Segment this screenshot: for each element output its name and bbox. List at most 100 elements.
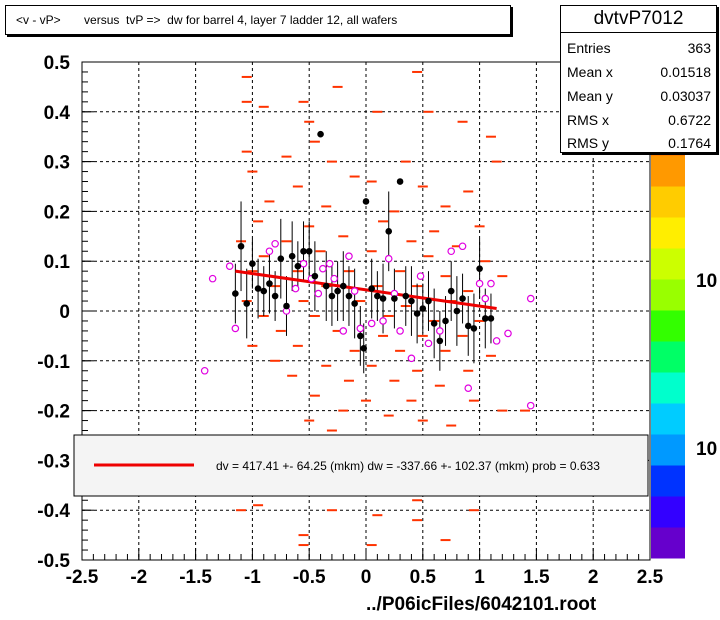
axes: -2.5 -2 -1.5 -1 -0.5 0 0.5 1 1.5 2 2.5 -0.5 -0.4 -0.3… <box>37 53 663 588</box>
x-tick-label: -1 <box>244 567 261 588</box>
profile-marker <box>442 317 449 325</box>
profile-marker <box>402 292 410 300</box>
profile-marker <box>328 292 336 300</box>
profile-marker <box>351 300 358 307</box>
open-marker <box>299 259 308 268</box>
open-marker <box>384 254 393 263</box>
title-box: <v - vP> versus tvP => dw for barrel 4, … <box>5 5 511 35</box>
profile-marker <box>237 242 245 250</box>
profile-marker <box>436 337 444 345</box>
open-marker <box>225 262 234 270</box>
profile-marker <box>374 292 381 300</box>
profile-marker <box>305 247 313 255</box>
open-marker <box>447 247 456 256</box>
stats-label: Mean x <box>567 64 613 80</box>
profile-marker <box>300 247 307 255</box>
stats-label: RMS x <box>567 112 609 128</box>
palette-band <box>651 496 685 528</box>
palette-band <box>651 217 685 249</box>
palette-labels: 10 10 <box>696 271 717 460</box>
palette-band <box>651 434 685 466</box>
stats-row: Entries 363 <box>567 37 711 59</box>
open-marker <box>487 279 495 288</box>
open-marker <box>314 289 323 298</box>
stats-label: RMS y <box>567 135 609 151</box>
profile-marker <box>481 315 489 322</box>
x-tick-label: -2.5 <box>66 567 99 588</box>
palette-band <box>651 527 685 559</box>
open-marker <box>526 294 535 303</box>
profile-marker <box>413 310 421 317</box>
open-marker <box>504 329 512 338</box>
open-marker <box>265 247 274 256</box>
x-tick-label: 0 <box>361 567 372 588</box>
y-tick-label: -0.2 <box>37 402 70 423</box>
profile-marker <box>277 255 285 263</box>
x-tick-label: 1.5 <box>523 567 550 588</box>
profile-marker <box>447 287 455 295</box>
stats-value: 0.1764 <box>668 135 711 151</box>
y-tick-label: 0.4 <box>44 103 71 124</box>
open-marker <box>231 324 240 333</box>
open-marker <box>492 337 501 345</box>
open-marker <box>291 284 300 293</box>
stats-row: Mean y 0.03037 <box>567 85 711 107</box>
y-tick-label: 0.2 <box>44 202 70 223</box>
y-tick-label: 0.3 <box>44 153 70 174</box>
open-marker <box>407 354 416 363</box>
profile-marker <box>464 322 472 330</box>
profile-marker <box>430 320 438 327</box>
palette-band <box>651 465 685 497</box>
profile-marker <box>311 272 319 280</box>
open-marker <box>345 252 353 261</box>
palette-band <box>651 155 685 187</box>
open-marker <box>379 317 387 325</box>
profile-marker <box>249 260 256 267</box>
profile-marker <box>362 198 370 205</box>
profile-marker <box>334 287 341 295</box>
profile-marker <box>266 280 273 287</box>
profile-marker <box>271 292 279 300</box>
open-marker <box>526 401 535 410</box>
x-tick-label: -2 <box>130 567 147 588</box>
stats-value: 363 <box>687 40 711 56</box>
profile-marker <box>396 178 404 185</box>
profile-marker <box>470 325 478 332</box>
x-tick-label: 2 <box>588 567 599 588</box>
open-marker <box>396 327 404 335</box>
open-marker <box>271 239 279 248</box>
open-marker <box>325 259 334 268</box>
profile-marker <box>425 297 432 305</box>
profile-marker <box>453 307 461 315</box>
open-marker <box>458 242 467 251</box>
y-tick-label: -0.3 <box>37 451 70 472</box>
fit-legend: dv = 417.41 +- 64.25 (mkm) dw = -337.66 … <box>73 434 649 497</box>
open-marker <box>464 384 473 392</box>
open-marker <box>330 274 338 283</box>
profile-marker <box>385 228 393 235</box>
stats-box: dvtvP7012 Entries 363 Mean x 0.01518 Mea… <box>560 5 717 153</box>
fit-line-segment <box>235 269 497 310</box>
profile-marker <box>288 252 296 260</box>
open-marker <box>339 327 348 335</box>
profile-marker <box>476 265 483 272</box>
palette-band <box>651 279 685 311</box>
profile-marker <box>459 295 466 302</box>
palette-band <box>651 341 685 373</box>
open-marker <box>319 264 327 273</box>
stats-row: RMS x 0.6722 <box>567 109 711 131</box>
profile-marker <box>243 300 251 307</box>
y-tick-label: 0.5 <box>44 53 71 74</box>
profile-marker <box>254 285 262 292</box>
open-markers <box>200 239 535 410</box>
palette-label: 10 <box>696 271 717 292</box>
palette-band <box>651 310 685 342</box>
open-marker <box>367 319 376 328</box>
x-tick-label: -0.5 <box>293 567 326 588</box>
stats-row: RMS y 0.1764 <box>567 132 711 154</box>
stats-row: Mean x 0.01518 <box>567 61 711 83</box>
profile-marker <box>232 290 239 297</box>
profile-marker <box>487 315 495 322</box>
open-marker <box>200 366 209 375</box>
